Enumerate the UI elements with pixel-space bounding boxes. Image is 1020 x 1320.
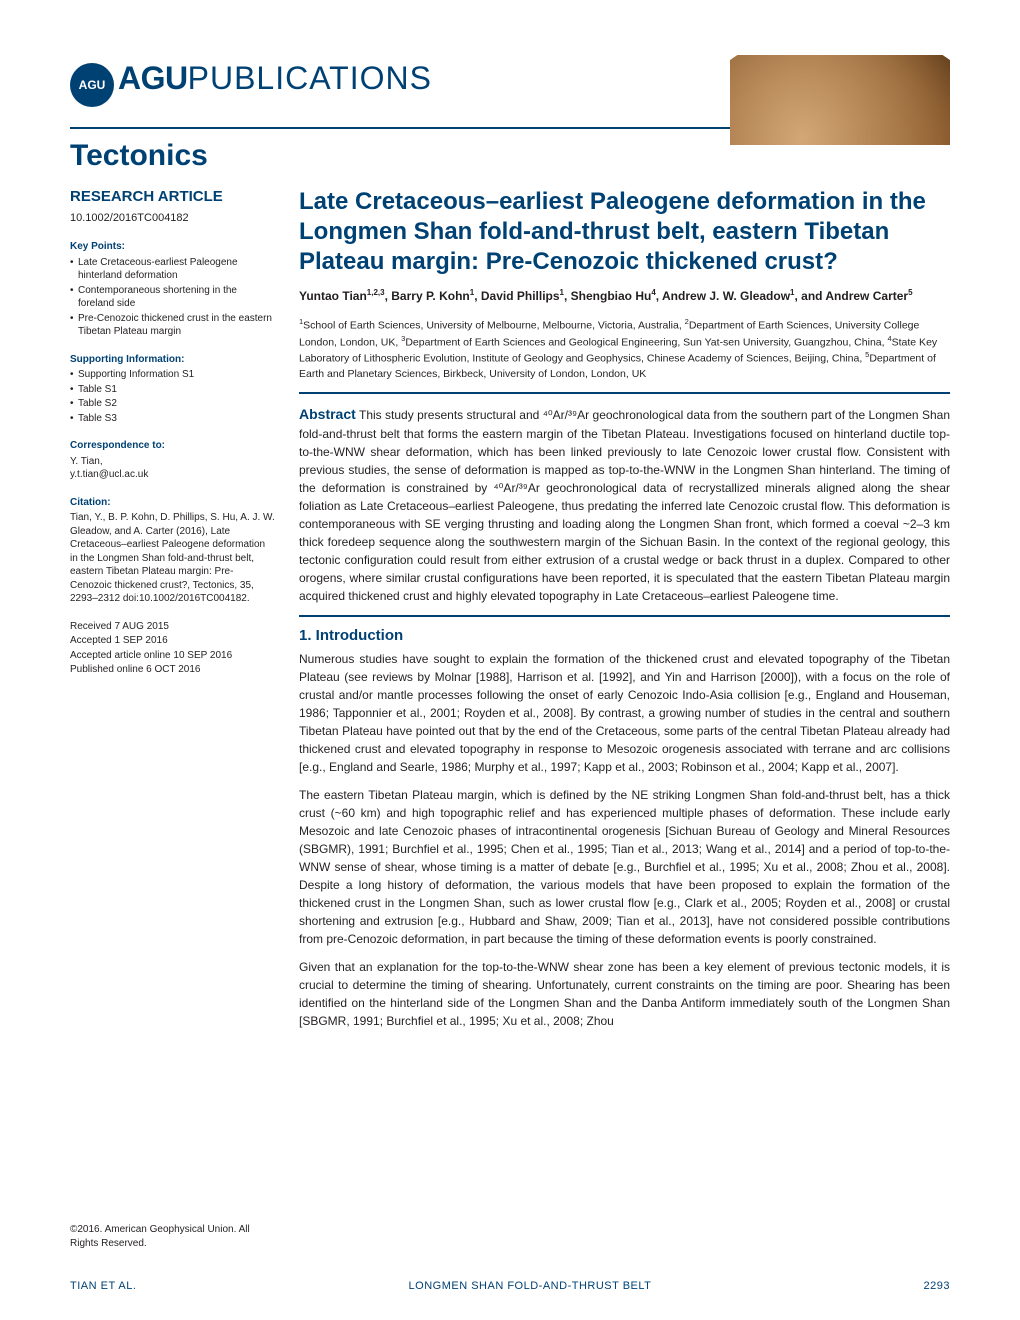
correspondence-head: Correspondence to: (70, 439, 275, 453)
supporting-item: Supporting Information S1 (70, 368, 275, 382)
key-point: Contemporaneous shortening in the forela… (70, 284, 275, 311)
date-accepted-online: Accepted article online 10 SEP 2016 (70, 649, 275, 663)
intro-paragraph: Numerous studies have sought to explain … (299, 650, 950, 776)
abstract-text: This study presents structural and ⁴⁰Ar/… (299, 408, 950, 603)
key-point: Pre-Cenozoic thickened crust in the east… (70, 312, 275, 339)
intro-paragraph: Given that an explanation for the top-to… (299, 958, 950, 1030)
date-published: Published online 6 OCT 2016 (70, 663, 275, 677)
correspondence-email: y.t.tian@ucl.ac.uk (70, 468, 275, 482)
date-received: Received 7 AUG 2015 (70, 620, 275, 634)
supporting-info-block: Supporting Information: Supporting Infor… (70, 353, 275, 426)
abstract: Abstract This study presents structural … (299, 404, 950, 605)
footer-left: TIAN ET AL. (70, 1280, 136, 1292)
key-points-block: Key Points: Late Cretaceous-earliest Pal… (70, 240, 275, 339)
agu-publications-logo: AGU AGU PUBLICATIONS (70, 60, 432, 107)
dates-block: Received 7 AUG 2015 Accepted 1 SEP 2016 … (70, 620, 275, 677)
date-accepted: Accepted 1 SEP 2016 (70, 634, 275, 648)
footer-right: 2293 (924, 1280, 950, 1292)
article-type: RESEARCH ARTICLE (70, 187, 275, 207)
main-column: Late Cretaceous–earliest Paleogene defor… (299, 187, 950, 1040)
footer: TIAN ET AL. LONGMEN SHAN FOLD-AND-THRUST… (70, 1280, 950, 1292)
citation-block: Citation: Tian, Y., B. P. Kohn, D. Phill… (70, 496, 275, 606)
supporting-info-head: Supporting Information: (70, 353, 275, 367)
citation-text: Tian, Y., B. P. Kohn, D. Phillips, S. Hu… (70, 511, 275, 606)
doi: 10.1002/2016TC004182 (70, 211, 275, 226)
abstract-rule-top (299, 392, 950, 394)
authors: Yuntao Tian1,2,3, Barry P. Kohn1, David … (299, 287, 950, 305)
intro-paragraph: The eastern Tibetan Plateau margin, whic… (299, 786, 950, 948)
publications-text: PUBLICATIONS (188, 60, 432, 97)
key-points-head: Key Points: (70, 240, 275, 254)
page: AGU AGU PUBLICATIONS Tectonics RESEARCH … (0, 0, 1020, 1080)
intro-heading: 1. Introduction (299, 627, 950, 644)
citation-head: Citation: (70, 496, 275, 510)
agu-mark-icon: AGU (70, 63, 114, 107)
correspondence-block: Correspondence to: Y. Tian, y.t.tian@ucl… (70, 439, 275, 482)
abstract-label: Abstract (299, 406, 356, 422)
copyright: ©2016. American Geophysical Union. All R… (70, 1223, 275, 1250)
supporting-item: Table S3 (70, 412, 275, 426)
sidebar: RESEARCH ARTICLE 10.1002/2016TC004182 Ke… (70, 187, 275, 1040)
agu-text: AGU (118, 60, 188, 97)
key-point: Late Cretaceous-earliest Paleogene hinte… (70, 256, 275, 283)
key-points-list: Late Cretaceous-earliest Paleogene hinte… (70, 256, 275, 339)
abstract-rule-bottom (299, 615, 950, 617)
content-columns: RESEARCH ARTICLE 10.1002/2016TC004182 Ke… (70, 187, 950, 1040)
footer-center: LONGMEN SHAN FOLD-AND-THRUST BELT (409, 1280, 652, 1292)
supporting-item: Table S1 (70, 383, 275, 397)
supporting-info-list: Supporting Information S1 Table S1 Table… (70, 368, 275, 425)
planet-graphic (730, 55, 950, 145)
article-title: Late Cretaceous–earliest Paleogene defor… (299, 187, 950, 277)
affiliations: 1School of Earth Sciences, University of… (299, 317, 950, 382)
supporting-item: Table S2 (70, 397, 275, 411)
correspondence-name: Y. Tian, (70, 455, 275, 469)
